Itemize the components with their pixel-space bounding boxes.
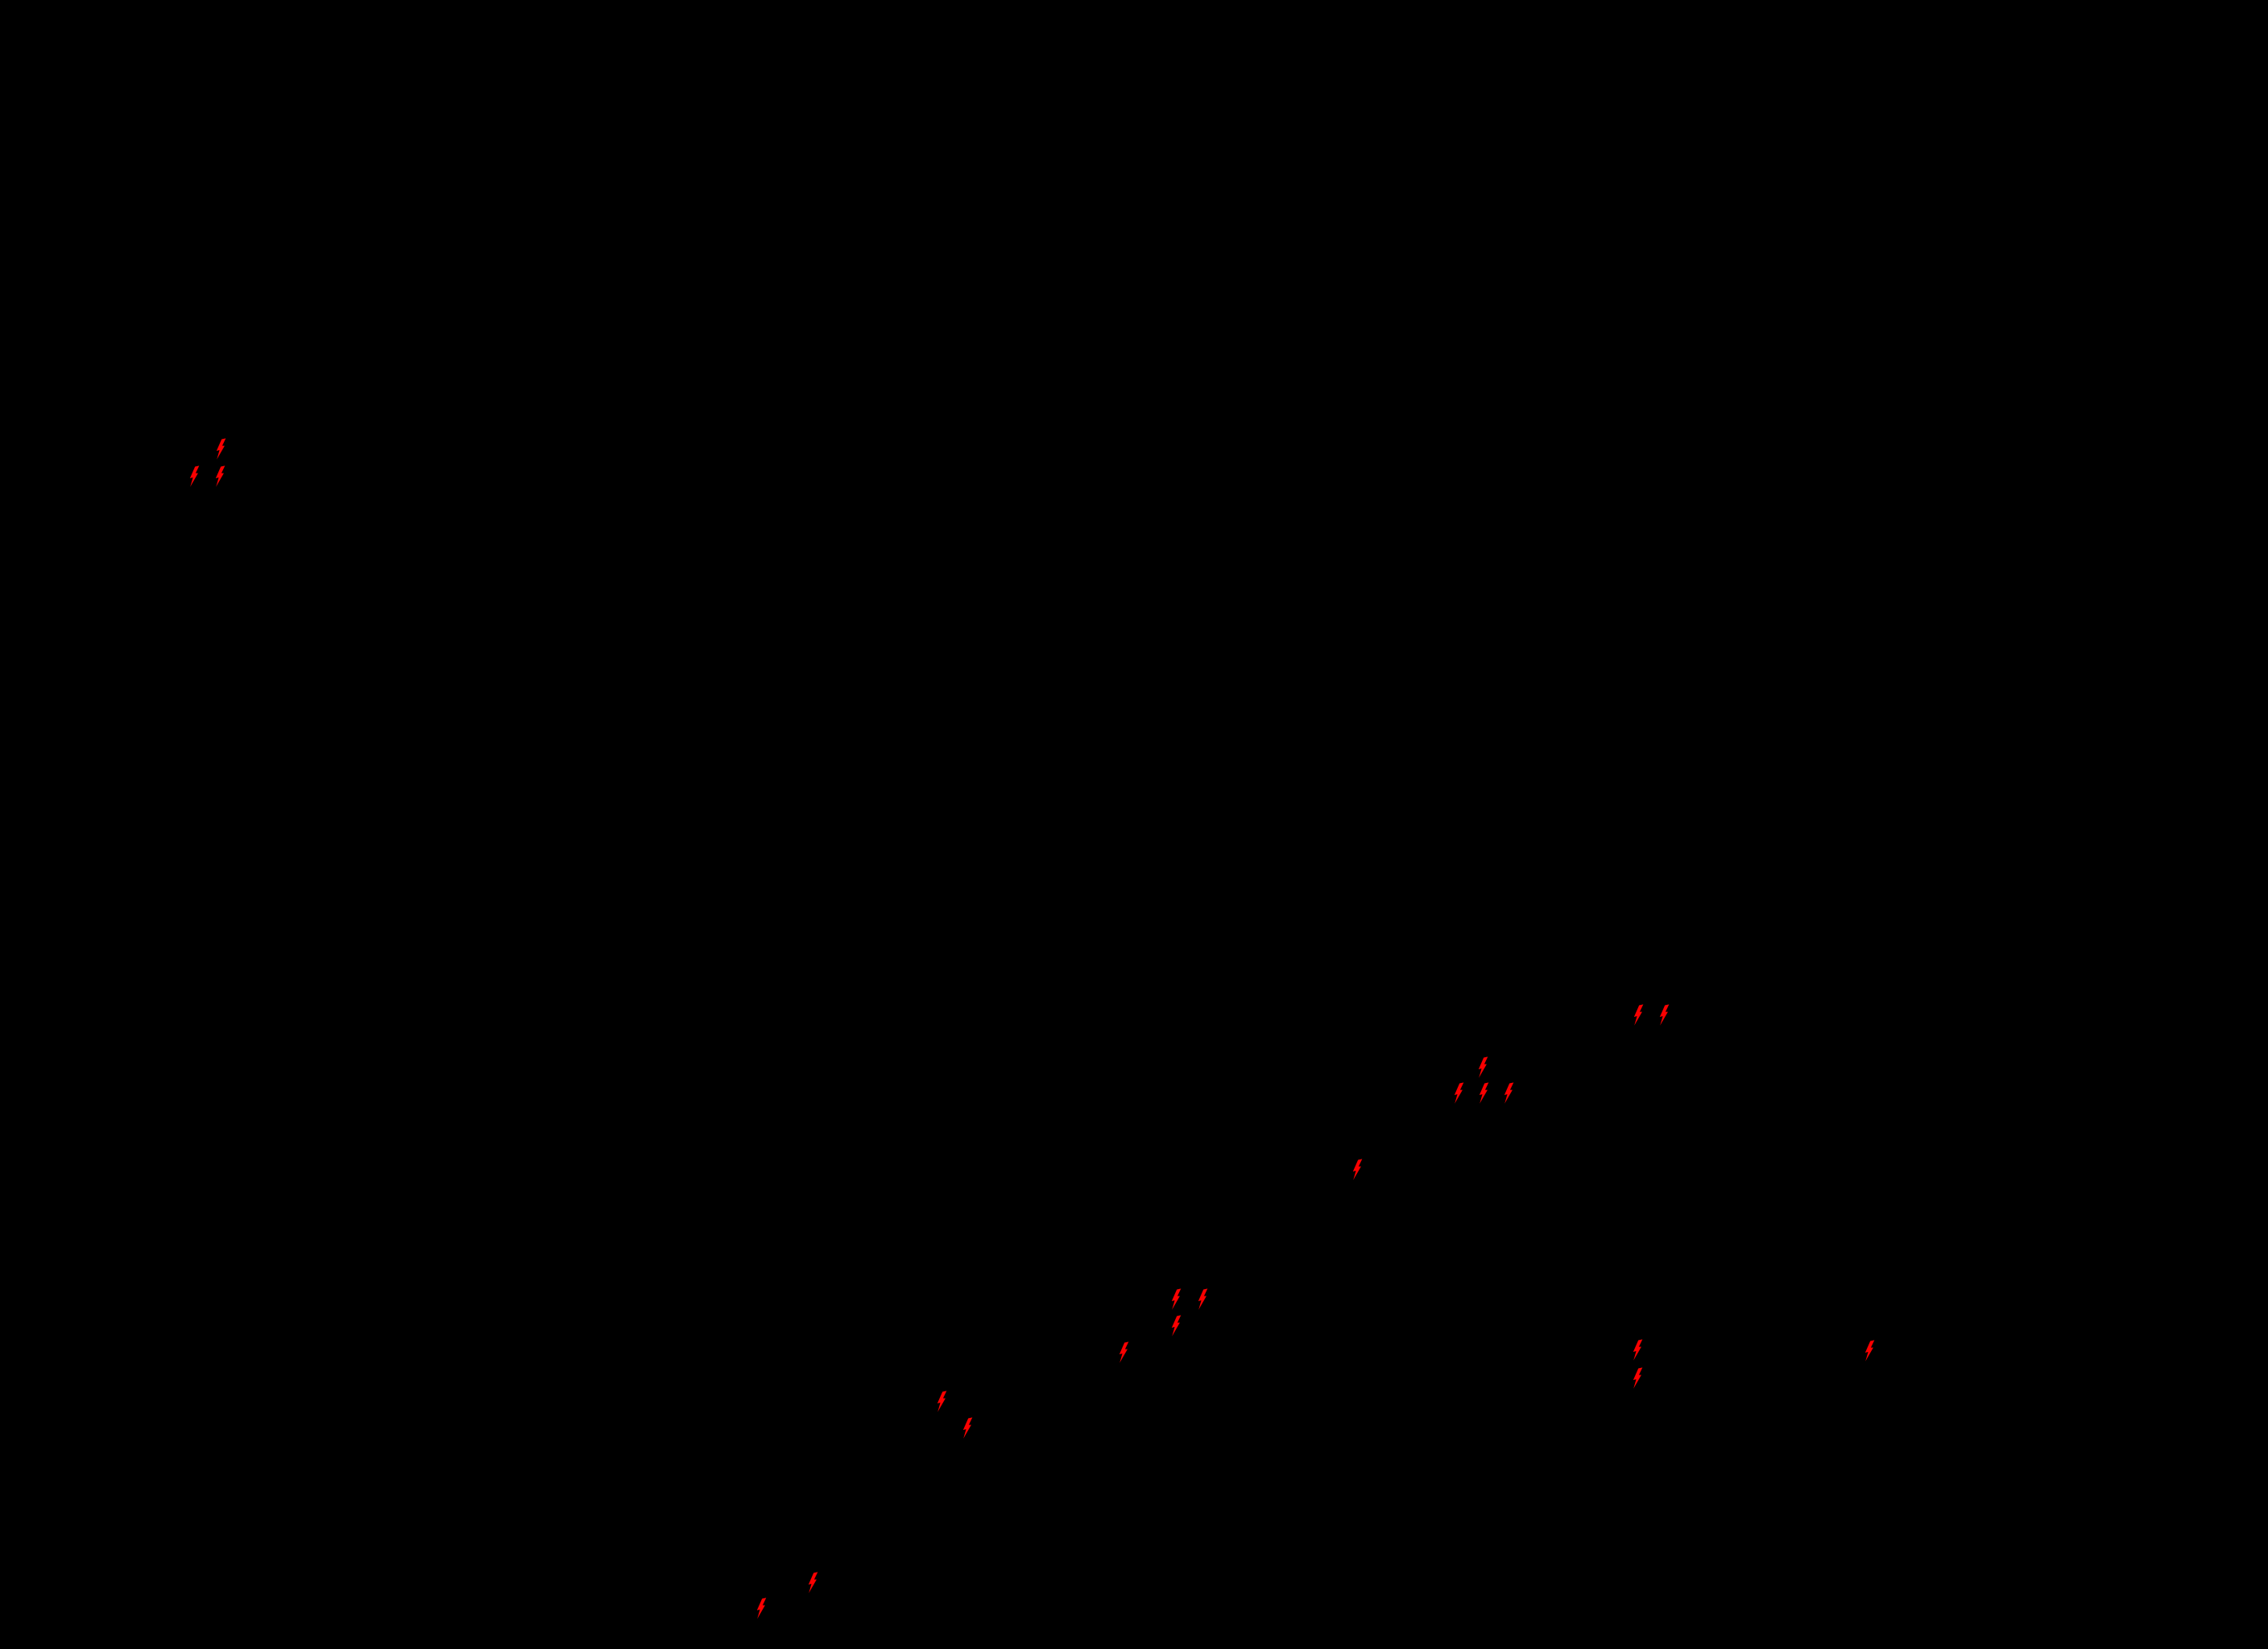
lightning-bolt-icon	[1171, 1287, 1181, 1310]
lightning-bolt-icon	[962, 1416, 972, 1439]
lightning-bolt-icon	[1633, 1338, 1642, 1361]
lightning-bolt-icon	[1198, 1287, 1207, 1310]
strike-marker[interactable]	[1477, 1081, 1489, 1104]
lightning-bolt-icon	[808, 1571, 817, 1593]
strike-marker[interactable]	[1658, 1003, 1670, 1026]
lightning-bolt-icon	[1171, 1314, 1181, 1337]
strike-marker[interactable]	[1502, 1081, 1514, 1104]
strike-marker[interactable]	[755, 1597, 767, 1619]
lightning-bolt-icon	[215, 465, 225, 487]
strike-marker[interactable]	[1452, 1081, 1464, 1104]
lightning-bolt-icon	[216, 437, 226, 460]
strike-marker[interactable]	[1169, 1287, 1182, 1310]
strike-marker[interactable]	[1631, 1338, 1643, 1361]
strike-marker[interactable]	[1169, 1314, 1182, 1337]
lightning-bolt-icon	[1633, 1003, 1643, 1026]
strike-marker[interactable]	[1476, 1056, 1488, 1078]
strike-marker[interactable]	[806, 1571, 818, 1593]
lightning-bolt-icon	[1659, 1003, 1669, 1026]
lightning-bolt-icon	[1119, 1341, 1128, 1363]
strike-marker[interactable]	[188, 465, 200, 487]
strike-marker[interactable]	[1196, 1287, 1208, 1310]
lightning-bolt-icon	[1454, 1081, 1463, 1104]
strike-marker[interactable]	[1117, 1341, 1129, 1363]
strike-marker[interactable]	[213, 465, 226, 487]
lightning-bolt-icon	[1352, 1158, 1362, 1180]
strike-marker[interactable]	[1631, 1366, 1643, 1389]
strike-marker[interactable]	[961, 1416, 973, 1439]
lightning-bolt-icon	[756, 1597, 766, 1619]
lightning-bolt-icon	[937, 1390, 946, 1412]
lightning-bolt-icon	[1864, 1339, 1874, 1362]
strike-marker[interactable]	[1632, 1003, 1644, 1026]
lightning-bolt-icon	[1633, 1366, 1642, 1389]
strike-marker[interactable]	[935, 1390, 947, 1412]
lightning-bolt-icon	[1504, 1081, 1513, 1104]
strike-marker[interactable]	[1863, 1339, 1875, 1362]
strike-marker[interactable]	[214, 437, 226, 460]
lightning-bolt-icon	[189, 465, 199, 487]
lightning-bolt-icon	[1478, 1056, 1488, 1078]
lightning-bolt-icon	[1479, 1081, 1488, 1104]
strike-marker[interactable]	[1351, 1158, 1363, 1180]
